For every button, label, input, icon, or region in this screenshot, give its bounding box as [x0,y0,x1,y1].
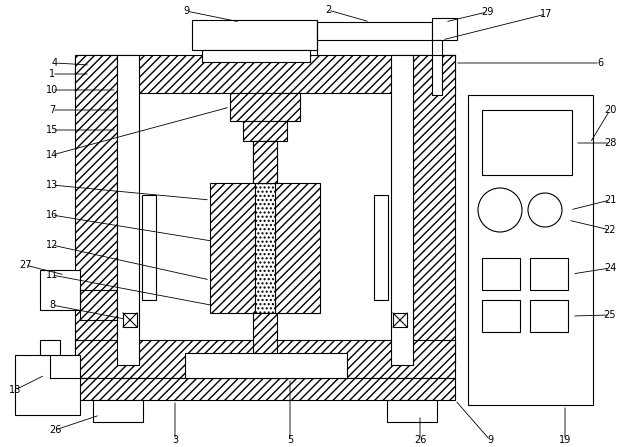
Bar [40,340,60,355]
Text: 27: 27 [19,260,31,270]
Text: 13: 13 [46,180,58,190]
Text: 16: 16 [46,210,58,220]
Text: 20: 20 [604,105,616,115]
Bar [192,20,317,50]
Bar [15,355,80,415]
Bar [468,95,593,405]
Text: 22: 22 [604,225,617,235]
Text: 19: 19 [559,435,571,445]
Bar [253,313,277,353]
Bar [93,400,143,422]
Bar [387,400,437,422]
Text: 18: 18 [9,385,21,395]
Text: 3: 3 [172,435,178,445]
Text: 2: 2 [325,5,331,15]
Text: 10: 10 [46,85,58,95]
Bar [391,55,413,365]
Bar [482,258,520,290]
Text: 1: 1 [49,69,55,79]
Bar [142,195,156,300]
Text: 15: 15 [46,125,58,135]
Bar [413,55,455,365]
Text: 26: 26 [49,425,61,435]
Text: 29: 29 [481,7,493,17]
Bar [432,40,442,95]
Text: 17: 17 [540,9,552,19]
Text: 25: 25 [604,310,617,320]
Bar [75,378,455,400]
Bar [275,183,320,313]
Bar [432,18,457,40]
Text: 12: 12 [46,240,58,250]
Bar [75,55,455,93]
Text: 11: 11 [46,270,58,280]
Text: 26: 26 [414,435,426,445]
Bar [210,183,255,313]
Bar [255,183,275,313]
Bar [317,22,432,40]
Bar [393,313,407,327]
Bar [75,55,117,365]
Bar [40,270,80,310]
Text: 9: 9 [183,6,189,16]
Bar [185,353,347,378]
Text: 6: 6 [597,58,603,68]
Text: 14: 14 [46,150,58,160]
Bar [530,300,568,332]
Text: 21: 21 [604,195,616,205]
Text: 4: 4 [52,58,58,68]
Text: 28: 28 [604,138,616,148]
Text: 5: 5 [287,435,293,445]
Bar [117,55,139,365]
Bar [253,141,277,186]
Bar [530,258,568,290]
Text: 8: 8 [49,300,55,310]
Text: 24: 24 [604,263,616,273]
Bar [75,340,455,378]
Bar [123,313,137,327]
Bar [482,300,520,332]
Bar [243,121,287,141]
Bar [202,50,310,62]
Text: 9: 9 [487,435,493,445]
Text: 7: 7 [49,105,55,115]
Bar [374,195,388,300]
Bar [482,110,572,175]
Bar [230,93,300,121]
Bar [253,141,277,183]
